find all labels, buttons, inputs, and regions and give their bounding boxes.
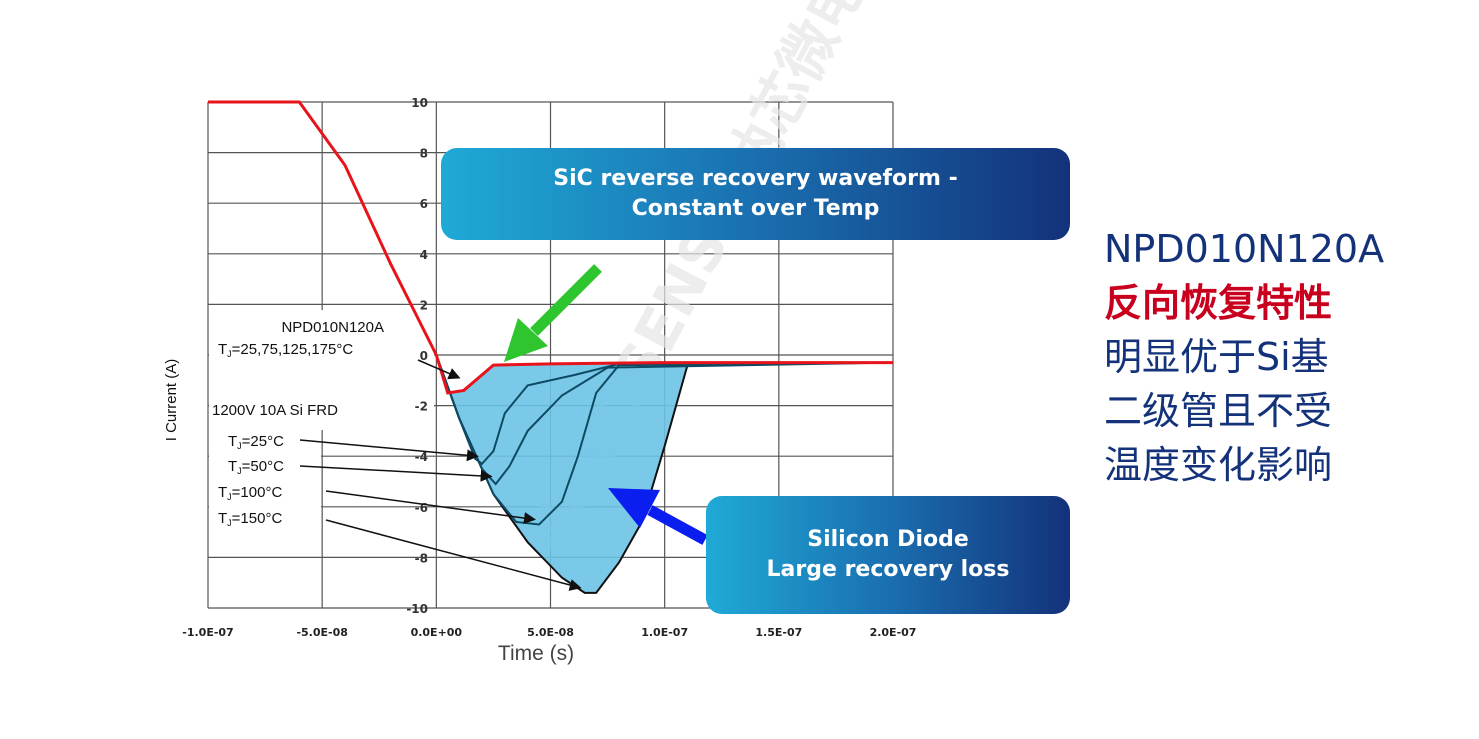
- x-tick-label: 1.5E-07: [755, 626, 802, 639]
- y-tick-label: -2: [415, 400, 428, 414]
- si-temp-label: TJ=25°C: [228, 433, 284, 451]
- x-tick-label: -1.0E-07: [182, 626, 233, 639]
- pointer-arrow: [325, 519, 582, 591]
- blue-arrow-icon: [647, 505, 708, 545]
- green-arrowhead-icon: [504, 318, 548, 362]
- y-tick-label: 10: [411, 96, 428, 110]
- y-tick-label: -8: [415, 551, 428, 565]
- x-tick-label: 5.0E-08: [527, 626, 574, 639]
- sic-temps-label: TJ=25,75,125,175°C: [218, 341, 353, 359]
- y-tick-label: 0: [420, 349, 428, 363]
- si-callout: Silicon Diode Large recovery loss: [706, 496, 1070, 614]
- si-temp-label: TJ=100°C: [218, 484, 282, 502]
- si-temp-label: TJ=150°C: [218, 510, 282, 528]
- y-tick-label: -4: [415, 450, 428, 464]
- blue-arrowhead-icon: [608, 488, 660, 528]
- pointer-arrow: [299, 465, 493, 482]
- sic-callout-line1: SiC reverse recovery waveform -: [553, 166, 958, 191]
- sic-curve: [208, 100, 893, 395]
- side-line-5: 温度变化影响: [1104, 443, 1333, 487]
- green-arrow-icon: [530, 264, 602, 336]
- sic-callout: SiC reverse recovery waveform - Constant…: [441, 148, 1070, 240]
- x-tick-label: 1.0E-07: [641, 626, 688, 639]
- si-callout-line2: Large recovery loss: [766, 557, 1010, 582]
- side-description: NPD010N120A 反向恢复特性 明显优于Si基 二级管且不受 温度变化影响: [1104, 222, 1384, 492]
- side-line-3: 明显优于Si基: [1104, 335, 1329, 379]
- sic-callout-line2: Constant over Temp: [631, 196, 880, 221]
- annotation-background: [209, 310, 434, 430]
- pointer-arrow: [417, 359, 461, 380]
- sic-device-label: NPD010N120A: [281, 319, 384, 336]
- annotation-background: [209, 430, 321, 535]
- y-tick-label: -10: [406, 602, 428, 616]
- y-tick-label: 4: [420, 248, 428, 262]
- y-tick-label: 8: [420, 147, 428, 161]
- si-temp-label: TJ=50°C: [228, 458, 284, 476]
- side-line-1: NPD010N120A: [1104, 227, 1385, 271]
- y-tick-label: 2: [420, 298, 428, 312]
- x-axis-label: Time (s): [498, 642, 574, 665]
- si-recovery-loss-area: [436, 355, 688, 593]
- x-tick-label: -5.0E-08: [296, 626, 347, 639]
- pointer-arrow: [299, 439, 479, 462]
- x-tick-label: 2.0E-07: [870, 626, 917, 639]
- y-tick-label: 6: [420, 197, 428, 211]
- si-device-label: 1200V 10A Si FRD: [212, 402, 338, 419]
- side-line-4: 二级管且不受: [1104, 389, 1333, 433]
- y-axis-label: I Current (A): [163, 359, 180, 442]
- si-callout-line1: Silicon Diode: [807, 527, 969, 552]
- side-line-2: 反向恢复特性: [1104, 281, 1333, 325]
- x-tick-label: 0.0E+00: [411, 626, 463, 639]
- pointer-arrow: [325, 490, 537, 524]
